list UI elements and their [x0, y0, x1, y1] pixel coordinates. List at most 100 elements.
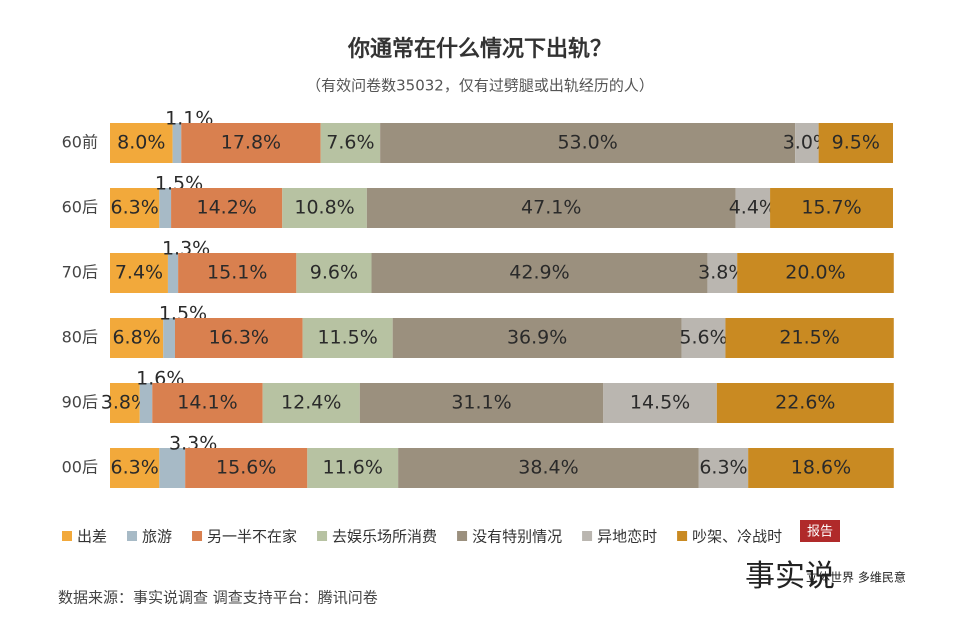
bar-segment	[178, 253, 297, 293]
bar-segment	[171, 188, 283, 228]
logo-slogan: 立体世界 多维民意	[806, 570, 906, 585]
value-label: 18.6%	[791, 457, 851, 479]
bar-segment	[770, 188, 893, 228]
y-tick-label: 60前	[62, 133, 98, 152]
y-tick-label: 90后	[62, 393, 98, 412]
bar-segment	[167, 253, 179, 293]
y-tick-label: 70后	[62, 263, 98, 282]
bar-segment	[366, 188, 736, 228]
logo-text: 事实说	[745, 559, 835, 594]
value-label: 11.5%	[317, 327, 377, 349]
y-tick-label: 00后	[62, 458, 98, 477]
bar-segment	[110, 448, 160, 488]
bar-segment	[262, 383, 360, 423]
legend-label: 没有特别情况	[472, 528, 562, 546]
logo-badge: 报告	[807, 525, 833, 540]
value-label: 31.1%	[451, 392, 511, 414]
value-label: 15.7%	[801, 197, 861, 219]
value-label: 15.6%	[216, 457, 276, 479]
bar-segment	[716, 383, 894, 423]
bar-segment	[110, 123, 173, 163]
value-label: 11.6%	[323, 457, 383, 479]
chart-subtitle: （有效问卷数35032，仅有过劈腿或出轨经历的人）	[306, 77, 654, 95]
legend-label: 去娱乐场所消费	[332, 528, 437, 546]
bar-segment	[282, 188, 367, 228]
bar-segment	[163, 318, 175, 358]
bar-segment	[159, 448, 186, 488]
value-label: 8.0%	[117, 132, 165, 154]
value-label: 17.8%	[221, 132, 281, 154]
bar-segment	[681, 318, 726, 358]
bar-segment	[172, 123, 182, 163]
bar-segment	[152, 383, 263, 423]
bar-segment	[735, 188, 771, 228]
bar-segment	[725, 318, 894, 358]
legend-label: 出差	[77, 528, 107, 546]
value-label: 47.1%	[521, 197, 581, 219]
bar-segment	[392, 318, 682, 358]
bar-segment	[707, 253, 738, 293]
y-tick-label: 60后	[62, 198, 98, 217]
legend-swatch	[457, 531, 468, 541]
legend-swatch	[127, 531, 138, 541]
value-label: 53.0%	[557, 132, 617, 154]
bar-segment	[307, 448, 399, 488]
value-label: 9.6%	[310, 262, 358, 284]
value-label: 4.4%	[729, 197, 777, 219]
value-label: 3.8%	[101, 392, 149, 414]
legend-swatch	[192, 531, 203, 541]
logo: 事实说 报告 立体世界 多维民意	[745, 520, 906, 594]
bar-segment	[181, 123, 321, 163]
legend-swatch	[677, 531, 688, 541]
bar-segment	[110, 383, 140, 423]
bar-segment	[174, 318, 303, 358]
bar-segment	[359, 383, 604, 423]
value-label: 6.3%	[111, 197, 159, 219]
legend-label: 另一半不在家	[207, 528, 297, 546]
chart-title: 你通常在什么情况下出轨？	[347, 36, 612, 62]
value-label: 16.3%	[209, 327, 269, 349]
value-label: 22.6%	[775, 392, 835, 414]
source: 数据来源：事实说调查 调查支持平台：腾讯问卷	[58, 589, 378, 607]
value-label: 6.8%	[112, 327, 160, 349]
value-label: 6.3%	[111, 457, 159, 479]
bar-segment	[398, 448, 699, 488]
value-label: 21.5%	[779, 327, 839, 349]
bar-segment	[185, 448, 308, 488]
bar-segment	[795, 123, 819, 163]
legend-swatch	[317, 531, 328, 541]
legend-swatch	[582, 531, 593, 541]
bar-segment	[110, 188, 160, 228]
bar-segment	[748, 448, 894, 488]
value-label: 12.4%	[281, 392, 341, 414]
bar-segment	[296, 253, 372, 293]
bar-segment	[818, 123, 893, 163]
legend-label: 吵架、冷战时	[692, 528, 782, 546]
bar-segment	[110, 318, 164, 358]
legend-label: 异地恋时	[597, 528, 657, 546]
value-label: 9.5%	[832, 132, 880, 154]
value-label: 10.8%	[294, 197, 354, 219]
value-label: 15.1%	[207, 262, 267, 284]
value-label: 6.3%	[699, 457, 747, 479]
bar-segment	[737, 253, 894, 293]
bar-segment	[698, 448, 749, 488]
value-label: 38.4%	[518, 457, 578, 479]
y-tick-label: 80后	[62, 328, 98, 347]
bar-segment	[302, 318, 393, 358]
value-label: 42.9%	[509, 262, 569, 284]
bar-segment	[139, 383, 153, 423]
value-label: 7.4%	[115, 262, 163, 284]
value-label: 14.5%	[630, 392, 690, 414]
value-label: 3.8%	[698, 262, 746, 284]
legend-label: 旅游	[142, 528, 172, 546]
bar-segment	[603, 383, 717, 423]
bar-segment	[159, 188, 172, 228]
value-label: 5.6%	[679, 327, 727, 349]
value-label: 7.6%	[326, 132, 374, 154]
value-label: 36.9%	[507, 327, 567, 349]
value-label: 20.0%	[785, 262, 845, 284]
bar-segment	[380, 123, 796, 163]
value-label: 14.1%	[177, 392, 237, 414]
